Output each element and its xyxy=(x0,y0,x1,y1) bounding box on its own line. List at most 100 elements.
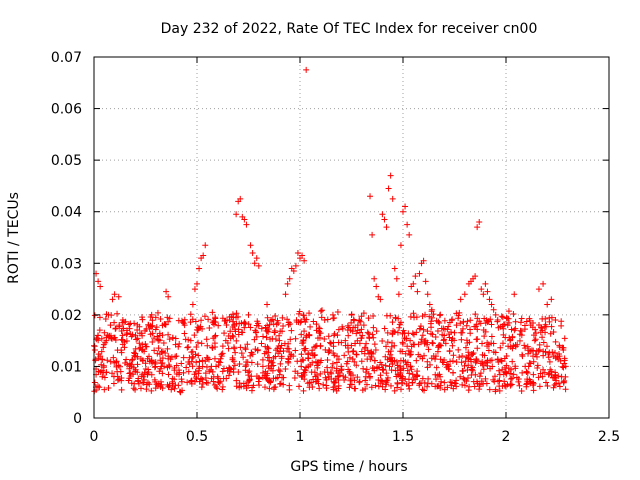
data-point xyxy=(480,362,487,369)
data-point xyxy=(105,311,112,318)
data-point xyxy=(202,374,209,381)
data-point xyxy=(119,319,126,326)
data-point xyxy=(391,328,398,335)
data-point xyxy=(100,362,107,369)
data-point xyxy=(394,364,401,371)
data-point xyxy=(518,315,525,322)
data-point xyxy=(521,326,528,333)
data-point xyxy=(231,345,238,352)
data-point xyxy=(438,325,445,332)
data-point xyxy=(495,324,502,331)
data-point xyxy=(205,316,212,323)
data-point xyxy=(552,372,559,379)
data-point xyxy=(406,370,413,377)
data-point xyxy=(371,275,378,282)
data-point xyxy=(469,367,476,374)
data-point xyxy=(441,386,448,393)
data-point xyxy=(434,348,441,355)
data-point xyxy=(492,386,499,393)
data-point xyxy=(404,221,411,228)
data-point xyxy=(542,321,549,328)
y-tick-label: 0.07 xyxy=(51,50,82,66)
data-point xyxy=(398,372,405,379)
data-point xyxy=(294,249,301,256)
data-point xyxy=(313,378,320,385)
data-point xyxy=(499,340,506,347)
data-point xyxy=(132,353,139,360)
data-point xyxy=(339,325,346,332)
data-point xyxy=(362,373,369,380)
data-point xyxy=(116,363,123,370)
data-point xyxy=(220,375,227,382)
data-point xyxy=(324,316,331,323)
data-point xyxy=(144,370,151,377)
data-point xyxy=(513,374,520,381)
data-point xyxy=(103,337,110,344)
data-point xyxy=(477,370,484,377)
data-point xyxy=(351,385,358,392)
data-point xyxy=(526,315,533,322)
data-point xyxy=(152,363,159,370)
data-point xyxy=(281,340,288,347)
data-point xyxy=(185,368,192,375)
data-point xyxy=(387,382,394,389)
data-point xyxy=(167,356,174,363)
data-point xyxy=(382,386,389,393)
data-point xyxy=(499,314,506,321)
data-point xyxy=(270,375,277,382)
data-point xyxy=(288,351,295,358)
data-point xyxy=(409,379,416,386)
data-point xyxy=(298,363,305,370)
data-point xyxy=(181,322,188,329)
data-point xyxy=(416,270,423,277)
data-point xyxy=(144,355,151,362)
data-point xyxy=(102,316,109,323)
data-point xyxy=(450,369,457,376)
data-point xyxy=(368,384,375,391)
data-point xyxy=(364,347,371,354)
data-point xyxy=(130,349,137,356)
data-point xyxy=(386,363,393,370)
data-point xyxy=(512,365,519,372)
data-point xyxy=(215,379,222,386)
data-point xyxy=(496,377,503,384)
data-point xyxy=(212,314,219,321)
data-point xyxy=(94,383,101,390)
data-point xyxy=(476,219,483,226)
data-point xyxy=(459,329,466,336)
data-point xyxy=(303,334,310,341)
data-point xyxy=(203,336,210,343)
data-point xyxy=(298,318,305,325)
data-point xyxy=(134,335,141,342)
data-point xyxy=(441,332,448,339)
data-point xyxy=(118,386,125,393)
data-point xyxy=(262,384,269,391)
data-point xyxy=(383,377,390,384)
data-point xyxy=(548,296,555,303)
data-point xyxy=(193,359,200,366)
data-point xyxy=(111,334,118,341)
data-point xyxy=(496,371,503,378)
data-point xyxy=(163,288,170,295)
plot-border xyxy=(93,56,610,419)
data-point xyxy=(91,346,98,353)
data-point xyxy=(187,337,194,344)
data-point xyxy=(286,275,293,282)
data-point xyxy=(175,382,182,389)
data-point xyxy=(344,344,351,351)
data-point xyxy=(149,330,156,337)
data-point xyxy=(360,365,367,372)
data-point xyxy=(178,360,185,367)
data-point xyxy=(472,359,479,366)
data-point xyxy=(459,325,466,332)
data-point xyxy=(547,366,554,373)
data-point xyxy=(233,310,240,317)
data-point xyxy=(151,347,158,354)
data-point xyxy=(185,344,192,351)
data-point xyxy=(560,344,567,351)
data-point xyxy=(116,323,123,330)
data-point xyxy=(234,313,241,320)
data-point xyxy=(249,249,256,256)
data-point xyxy=(484,288,491,295)
data-point xyxy=(312,358,319,365)
